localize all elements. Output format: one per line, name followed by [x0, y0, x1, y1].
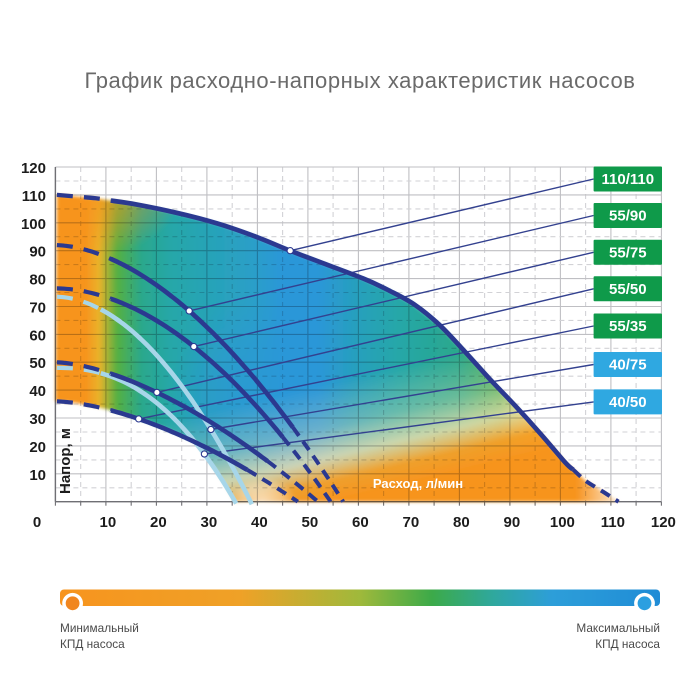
svg-text:Расход, л/мин: Расход, л/мин [373, 476, 463, 491]
svg-text:30: 30 [29, 411, 46, 428]
svg-text:30: 30 [201, 514, 218, 531]
svg-text:КПД насоса: КПД насоса [60, 637, 125, 651]
svg-text:10: 10 [29, 467, 46, 484]
svg-text:60: 60 [352, 514, 369, 531]
svg-text:60: 60 [29, 327, 46, 344]
svg-text:40/50: 40/50 [609, 394, 647, 411]
svg-text:20: 20 [150, 514, 167, 531]
svg-text:График расходно-напорных харак: График расходно-напорных характеристик н… [84, 68, 635, 93]
svg-text:90: 90 [504, 514, 521, 531]
svg-text:70: 70 [403, 514, 420, 531]
svg-text:40/75: 40/75 [609, 357, 647, 374]
svg-text:50: 50 [302, 514, 319, 531]
svg-text:80: 80 [453, 514, 470, 531]
svg-text:70: 70 [29, 300, 46, 317]
svg-text:20: 20 [29, 439, 46, 456]
svg-text:120: 120 [651, 514, 676, 531]
svg-text:55/75: 55/75 [609, 244, 647, 261]
svg-text:110: 110 [22, 188, 46, 205]
svg-text:40: 40 [29, 383, 46, 400]
svg-text:80: 80 [29, 272, 46, 289]
svg-text:55/35: 55/35 [609, 318, 647, 335]
svg-text:40: 40 [251, 514, 268, 531]
svg-text:55/50: 55/50 [609, 281, 647, 298]
svg-text:110/110: 110/110 [602, 171, 655, 188]
svg-text:0: 0 [33, 514, 41, 531]
svg-text:Максимальный: Максимальный [576, 621, 660, 635]
svg-text:КПД насоса: КПД насоса [595, 637, 660, 651]
svg-text:55/90: 55/90 [609, 208, 647, 225]
svg-text:10: 10 [100, 514, 117, 531]
svg-text:120: 120 [21, 160, 46, 177]
svg-text:100: 100 [550, 514, 575, 531]
svg-text:50: 50 [29, 355, 46, 372]
svg-text:90: 90 [29, 244, 46, 261]
svg-text:Минимальный: Минимальный [60, 621, 139, 635]
svg-text:Напор, м: Напор, м [57, 428, 74, 494]
svg-text:110: 110 [601, 514, 625, 531]
svg-text:100: 100 [21, 216, 46, 233]
